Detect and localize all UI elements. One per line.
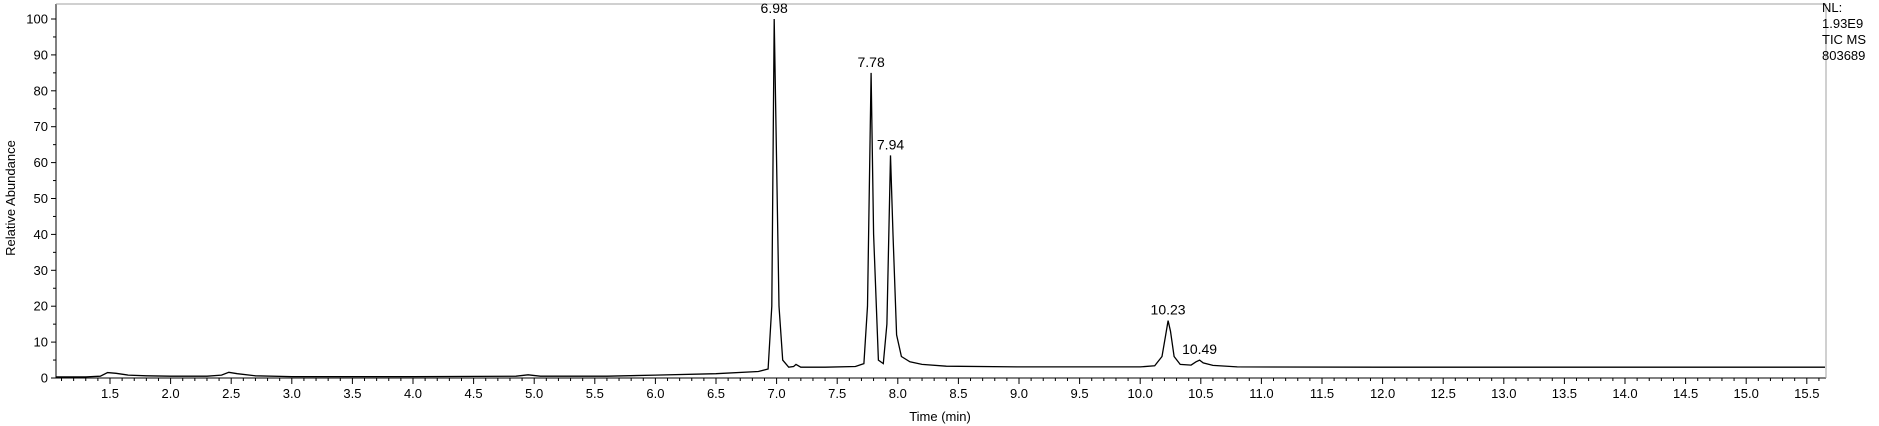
x-tick-label: 5.0 xyxy=(525,386,543,401)
normalization-value: 1.93E9 xyxy=(1822,16,1864,31)
x-tick-label: 8.0 xyxy=(889,386,907,401)
y-axis-ticks: 0 10 20 30 40 50 60 70 80 90 100 xyxy=(26,12,56,386)
x-tick-label: 14.5 xyxy=(1673,386,1698,401)
x-tick-label: 14.0 xyxy=(1612,386,1637,401)
x-tick-label: 4.0 xyxy=(404,386,422,401)
x-tick-label: 2.5 xyxy=(222,386,240,401)
tic-trace-line xyxy=(56,18,1825,378)
peak-label: 10.23 xyxy=(1151,302,1186,318)
y-tick-label: 30 xyxy=(34,263,48,278)
x-tick-label: 11.5 xyxy=(1310,386,1334,401)
x-tick-label: 13.5 xyxy=(1552,386,1577,401)
scan-filter-label: TIC MS xyxy=(1822,32,1867,47)
plot-frame xyxy=(55,3,1827,379)
x-tick-label: 2.0 xyxy=(162,386,180,401)
x-tick-label: 15.0 xyxy=(1734,386,1759,401)
peak-label: 7.94 xyxy=(877,136,904,152)
x-tick-label: 6.0 xyxy=(646,386,664,401)
y-tick-label: 0 xyxy=(41,371,48,386)
x-tick-label: 9.0 xyxy=(1010,386,1028,401)
y-axis-title: Relative Abundance xyxy=(3,140,18,256)
peak-label: 10.49 xyxy=(1182,341,1217,357)
y-tick-label: 80 xyxy=(34,83,48,98)
normalization-label: NL: xyxy=(1822,0,1843,15)
x-tick-label: 3.0 xyxy=(283,386,301,401)
x-tick-label: 10.5 xyxy=(1188,386,1213,401)
x-tick-label: 7.5 xyxy=(828,386,846,401)
x-axis-title: Time (min) xyxy=(909,409,971,424)
x-axis-ticks: 1.5 2.0 2.5 3.0 3.5 4.0 4.5 5.0 5.5 6.0 6.5 7.0 7.5 8… xyxy=(61,378,1819,401)
x-tick-label: 4.5 xyxy=(465,386,483,401)
x-tick-label: 9.5 xyxy=(1071,386,1089,401)
peak-labels: 6.98 7.78 7.94 10.23 10.49 xyxy=(761,0,1218,357)
y-tick-label: 10 xyxy=(34,335,48,350)
peak-label: 7.78 xyxy=(858,54,885,70)
x-tick-label: 7.0 xyxy=(768,386,786,401)
x-tick-label: 3.5 xyxy=(343,386,361,401)
y-tick-label: 50 xyxy=(34,191,48,206)
x-tick-label: 11.0 xyxy=(1249,386,1273,401)
x-tick-label: 1.5 xyxy=(101,386,119,401)
y-tick-label: 70 xyxy=(34,119,48,134)
x-tick-label: 12.5 xyxy=(1431,386,1456,401)
x-tick-label: 12.0 xyxy=(1370,386,1395,401)
y-tick-label: 40 xyxy=(34,227,48,242)
y-tick-label: 20 xyxy=(34,299,48,314)
x-tick-label: 5.5 xyxy=(586,386,604,401)
x-tick-label: 8.5 xyxy=(949,386,967,401)
sample-id: 803689 xyxy=(1822,48,1866,63)
x-tick-label: 13.0 xyxy=(1491,386,1516,401)
x-tick-label: 6.5 xyxy=(707,386,725,401)
peak-label: 6.98 xyxy=(761,0,788,16)
y-tick-label: 90 xyxy=(34,47,48,62)
y-tick-label: 100 xyxy=(26,12,48,27)
x-tick-label: 15.5 xyxy=(1794,386,1819,401)
x-tick-label: 10.0 xyxy=(1128,386,1153,401)
y-tick-label: 60 xyxy=(34,155,48,170)
